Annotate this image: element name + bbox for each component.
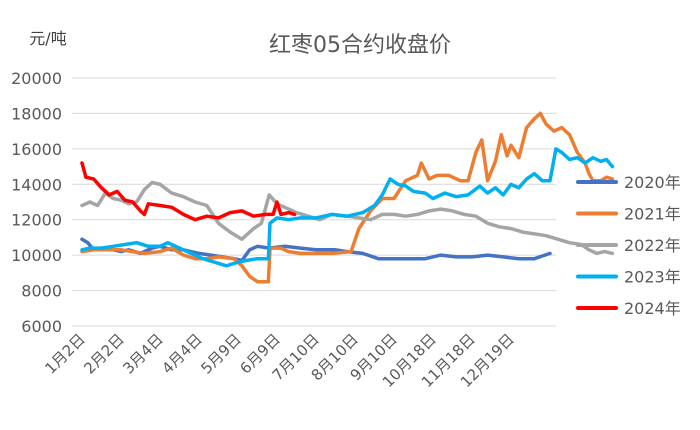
y-tick-label: 6000 (21, 317, 62, 336)
series-line-2023年 (80, 147, 615, 268)
y-tick-label: 20000 (11, 69, 62, 88)
x-tick-label: 3月4日 (119, 330, 166, 377)
legend-label: 2021年 (624, 205, 681, 224)
chart-title: 红枣05合约收盘价 (269, 33, 451, 58)
x-tick-label: 1月2日 (41, 330, 88, 377)
legend: 2020年 2021年 2022年 2023年 2024年 (576, 173, 681, 318)
y-tick-label: 10000 (11, 246, 62, 265)
x-tick-label: 5月9日 (197, 330, 244, 377)
gridlines (72, 77, 556, 327)
x-tick-label: 4月4日 (158, 330, 205, 377)
y-axis-ticks: 20000 18000 16000 14000 12000 10000 8000 6000 (11, 69, 62, 336)
legend-label: 2022年 (624, 236, 681, 255)
y-unit-label: 元/吨 (29, 29, 66, 48)
legend-label: 2020年 (624, 173, 681, 192)
y-tick-label: 18000 (11, 104, 62, 123)
series-line-2024年 (80, 161, 297, 222)
series-line-2020年 (80, 237, 552, 263)
y-tick-label: 14000 (11, 175, 62, 194)
series-line-2021年 (80, 111, 615, 284)
x-axis-ticks: 1月2日2月2日3月4日4月4日5月9日6月9日7月10日8月10日9月10日1… (41, 330, 517, 391)
y-tick-label: 8000 (21, 282, 62, 301)
x-tick-label: 2月2日 (80, 330, 127, 377)
legend-label: 2024年 (624, 299, 681, 318)
series-lines (80, 111, 615, 284)
legend-label: 2023年 (624, 268, 681, 287)
y-tick-label: 12000 (11, 211, 62, 230)
y-tick-label: 16000 (11, 140, 62, 159)
